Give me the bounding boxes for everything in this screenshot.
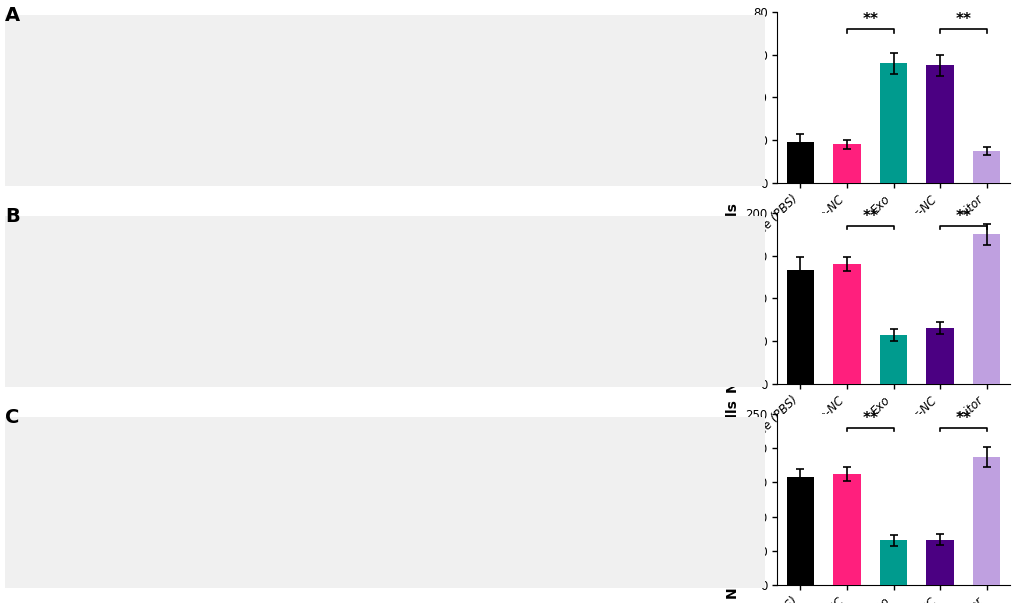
Bar [833,474,860,585]
Text: **: ** [861,209,877,224]
Bar [878,540,907,585]
Bar [878,335,907,384]
Y-axis label: Apoptosis rate (%): Apoptosis rate (%) [733,24,746,171]
Bar [786,270,813,384]
Text: **: ** [861,13,877,27]
Bar [878,63,907,183]
Text: A: A [5,6,20,25]
Bar [833,264,860,384]
Y-axis label: Number of invaded cells: Number of invaded cells [725,204,739,393]
Bar [972,457,1000,585]
Text: B: B [5,207,19,226]
Bar [925,540,953,585]
Text: **: ** [955,13,970,27]
Bar [833,145,860,183]
Bar [972,151,1000,183]
Text: **: ** [955,209,970,224]
Bar [925,66,953,183]
Bar [786,477,813,585]
Bar [786,142,813,183]
Text: **: ** [861,411,877,426]
Bar [925,329,953,384]
Text: **: ** [955,411,970,426]
Y-axis label: Number of migrated cells: Number of migrated cells [725,400,739,599]
Text: C: C [5,408,19,427]
Bar [972,235,1000,384]
